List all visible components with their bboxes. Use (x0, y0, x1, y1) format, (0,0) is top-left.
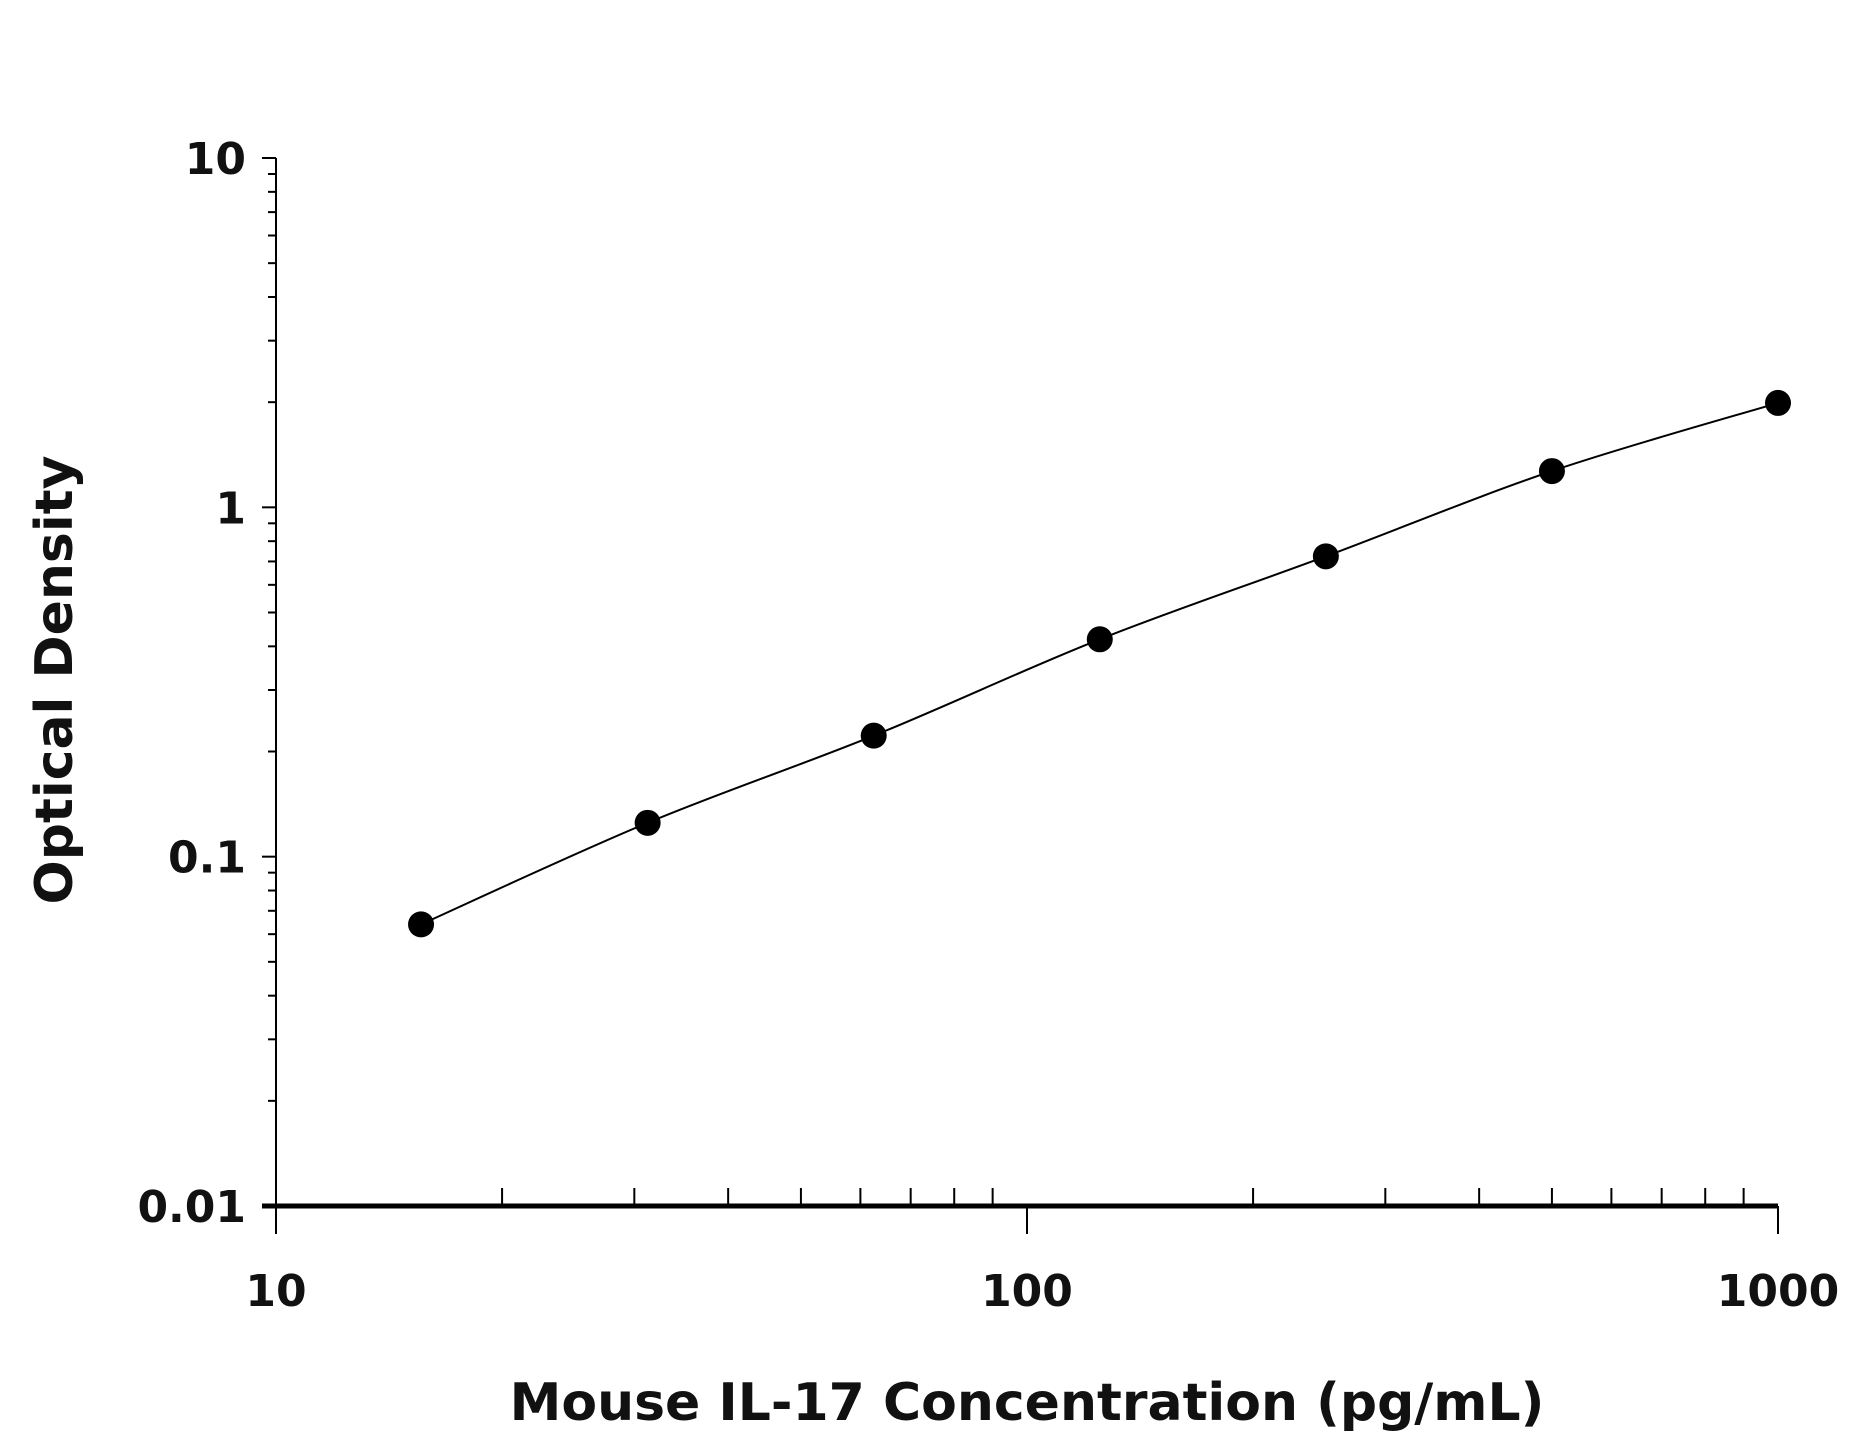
tick-labels: 10 100 1000 0.01 0.1 1 10 (137, 134, 1839, 1317)
data-point (1312, 543, 1339, 570)
y-tick-label: 1 (215, 483, 246, 534)
data-point (634, 809, 661, 836)
x-tick-label: 100 (981, 1266, 1073, 1317)
x-tick-label: 1000 (1717, 1266, 1839, 1317)
x-axis-label: Mouse IL-17 Concentration (pg/mL) (510, 1373, 1545, 1433)
data-point (408, 911, 435, 938)
axes (262, 157, 1779, 1234)
data-point (1086, 626, 1113, 653)
y-tick-label: 0.1 (168, 833, 246, 884)
y-tick-label: 0.01 (137, 1182, 246, 1233)
data-point (1765, 389, 1791, 416)
x-tick-label: 10 (245, 1266, 306, 1317)
y-axis-label: Optical Density (25, 456, 85, 905)
fit-curve (420, 401, 1779, 926)
data-point (860, 722, 887, 749)
y-tick-label: 10 (185, 134, 246, 185)
data-point (1538, 458, 1565, 485)
data-points (408, 389, 1791, 938)
